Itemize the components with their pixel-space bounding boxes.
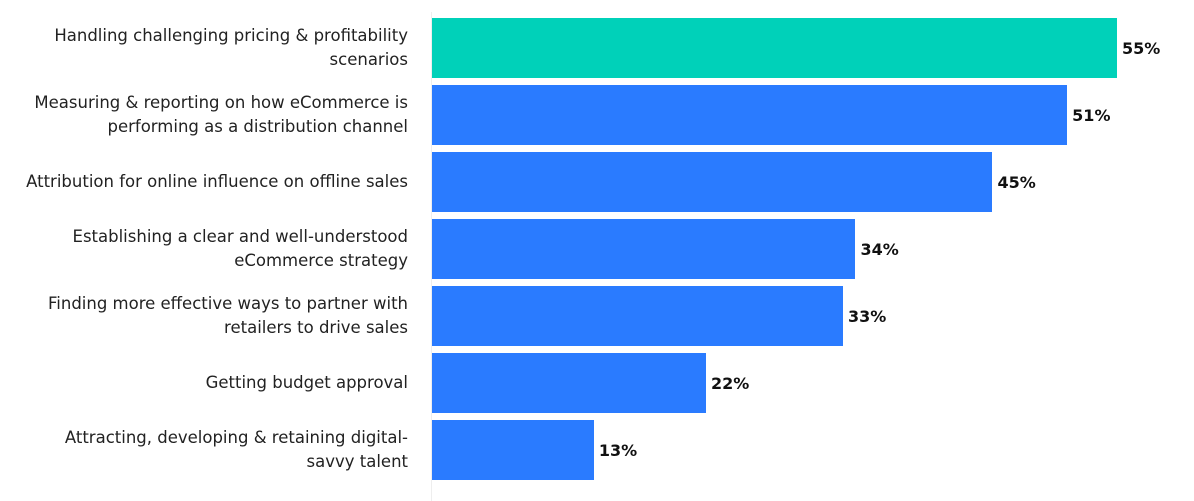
category-label: Measuring & reporting on how eCommerce i… [34, 93, 408, 136]
value-label: 34% [860, 239, 899, 259]
value-label: 55% [1122, 38, 1161, 58]
value-label: 22% [711, 373, 750, 393]
category-label: Finding more effective ways to partner w… [47, 294, 408, 337]
bar [432, 219, 856, 279]
bar [432, 152, 993, 212]
bar [432, 286, 843, 346]
axis-line [431, 12, 432, 501]
value-label: 45% [997, 172, 1036, 192]
category-label: Attribution for online influence on offl… [26, 172, 408, 191]
value-label: 13% [598, 440, 638, 460]
bar [432, 353, 706, 413]
bar [432, 85, 1068, 145]
category-label: Attracting, developing & retaining digit… [64, 428, 408, 471]
category-label: Handling challenging pricing & profitabi… [54, 26, 408, 69]
category-label: Establishing a clear and well-understood… [72, 227, 408, 270]
category-label: Getting budget approval [205, 373, 408, 392]
bar [432, 420, 594, 480]
value-label: 51% [1072, 105, 1111, 125]
value-label: 33% [848, 306, 887, 326]
bar [432, 18, 1117, 78]
